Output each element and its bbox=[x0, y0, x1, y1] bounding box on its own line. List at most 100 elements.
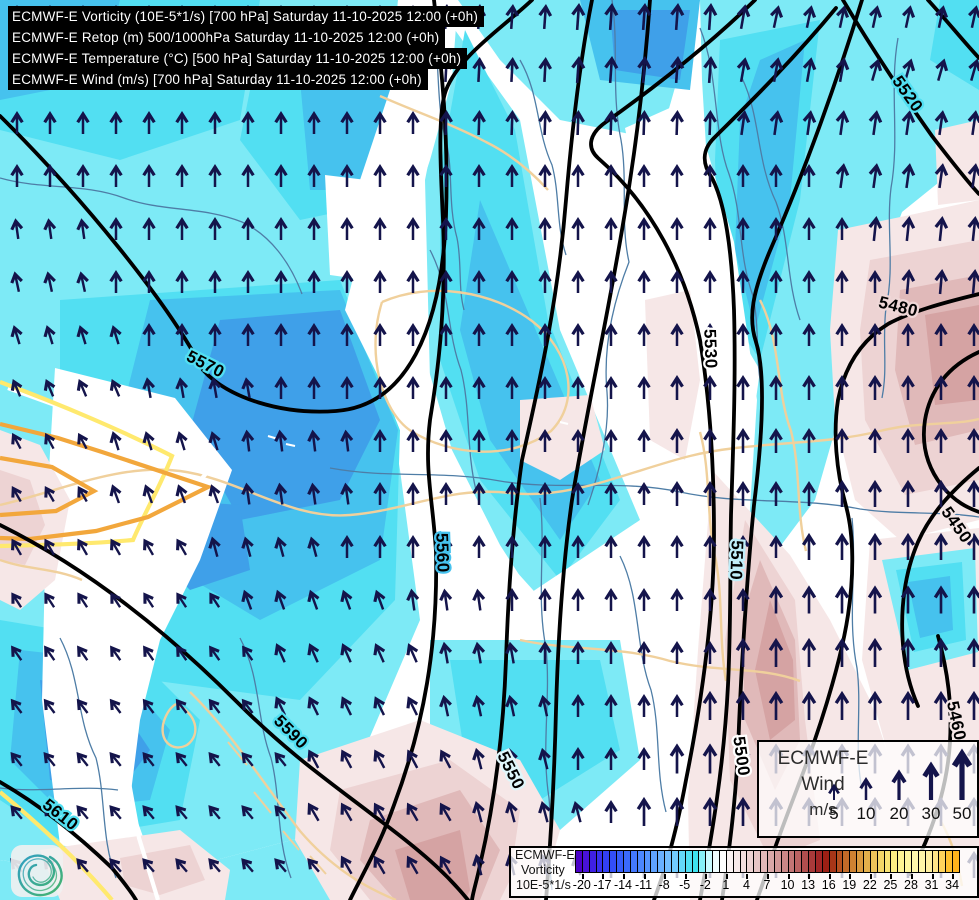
wind-arrow bbox=[176, 538, 188, 556]
wind-arrow bbox=[340, 482, 354, 505]
wind-arrow bbox=[736, 270, 750, 293]
colorbar-tick-label: -11 bbox=[634, 878, 653, 892]
wind-arrow bbox=[76, 378, 89, 397]
wind-arrow bbox=[340, 855, 353, 875]
wind-arrow bbox=[11, 645, 23, 661]
wind-arrow bbox=[835, 217, 849, 240]
colorbar-model: ECMWF-E bbox=[515, 848, 575, 862]
wind-arrow bbox=[274, 429, 288, 452]
colorbar-tick-label: 28 bbox=[904, 878, 918, 892]
wind-arrow bbox=[10, 325, 23, 345]
wind-arrow bbox=[373, 643, 386, 663]
wind-arrow bbox=[274, 270, 288, 293]
wind-arrow bbox=[769, 217, 783, 240]
wind-arrow bbox=[76, 271, 89, 293]
wind-arrow bbox=[76, 805, 89, 820]
wind-arrow bbox=[10, 271, 23, 293]
wind-arrow bbox=[77, 645, 89, 661]
spiral-logo-icon bbox=[11, 845, 63, 897]
wind-arrow bbox=[901, 269, 916, 295]
wind-arrow bbox=[406, 482, 420, 505]
wind-arrow bbox=[736, 480, 750, 506]
wind-arrow bbox=[373, 111, 387, 134]
wind-arrow bbox=[340, 323, 354, 346]
wind-arrow bbox=[208, 751, 221, 767]
wind-arrow bbox=[406, 217, 420, 240]
wind-arrow bbox=[637, 482, 651, 505]
wind-arrow bbox=[142, 431, 155, 451]
wind-arrow bbox=[439, 749, 452, 769]
wind-arrow bbox=[241, 111, 255, 134]
wind-arrow bbox=[505, 429, 519, 452]
wind-arrow bbox=[142, 858, 155, 873]
wind-arrow bbox=[505, 4, 520, 30]
wind-arrow bbox=[769, 374, 783, 400]
vorticity-colorbar: ECMWF-E Vorticity 10E-5*1/s -20 -17 -14 -11… bbox=[509, 846, 979, 898]
wind-arrow bbox=[439, 694, 452, 717]
wind-arrow bbox=[307, 858, 320, 873]
wind-arrow bbox=[934, 216, 949, 242]
wind-arrow bbox=[571, 2, 586, 31]
wind-legend: ECMWF-E Wind m/s 5 10 20 30 50 bbox=[757, 740, 979, 838]
wind-arrow bbox=[76, 164, 90, 187]
wind-arrow bbox=[703, 55, 718, 84]
colorbar-cell bbox=[952, 850, 960, 873]
wind-arrow bbox=[637, 376, 651, 399]
wind-arrow bbox=[11, 538, 23, 556]
wind-arrow bbox=[43, 271, 56, 293]
wind-arrow bbox=[340, 589, 353, 610]
wind-arrow bbox=[241, 698, 254, 714]
wind-arrow bbox=[142, 217, 156, 240]
colorbar-unit: 10E-5*1/s bbox=[516, 878, 571, 892]
contour-value-label: 5510 bbox=[726, 540, 746, 580]
wind-arrow bbox=[406, 749, 419, 769]
wind-arrow bbox=[902, 58, 916, 81]
map-title-line: ECMWF-E Retop (m) 500/1000hPa Saturday 1… bbox=[8, 27, 446, 48]
wind-arrow bbox=[307, 164, 321, 187]
wind-arrow bbox=[604, 429, 618, 452]
wind-arrow bbox=[538, 641, 552, 664]
wind-arrow bbox=[307, 589, 320, 610]
wind-arrow bbox=[669, 796, 685, 826]
wind-arrow bbox=[340, 376, 354, 399]
wind-arrow bbox=[736, 588, 750, 611]
wind-arrow bbox=[967, 216, 979, 242]
wind-arrow bbox=[109, 111, 123, 134]
wind-arrow bbox=[703, 164, 717, 187]
colorbar-tick-label: -20 bbox=[572, 878, 591, 892]
wind-arrow bbox=[76, 698, 89, 714]
wind-arrow bbox=[604, 323, 618, 346]
wind-arrow bbox=[505, 164, 519, 187]
wind-arrow bbox=[802, 217, 816, 240]
wind-arrow bbox=[439, 164, 453, 187]
wind-speed-value: 10 bbox=[856, 804, 876, 823]
wind-arrow bbox=[637, 323, 651, 346]
wind-arrow bbox=[538, 535, 552, 558]
wind-arrow bbox=[439, 855, 452, 875]
wind-arrow bbox=[703, 323, 717, 346]
map-title-block: ECMWF-E Vorticity (10E-5*1/s) [700 hPa] … bbox=[8, 6, 485, 90]
wind-speed-value: 50 bbox=[952, 804, 972, 823]
wind-arrow bbox=[828, 783, 840, 800]
colorbar-tick bbox=[725, 874, 728, 879]
wind-arrow bbox=[10, 805, 23, 820]
wind-arrow bbox=[241, 323, 255, 346]
wind-arrow bbox=[109, 858, 122, 873]
wind-arrow bbox=[571, 482, 585, 505]
wind-arrow bbox=[934, 269, 949, 295]
wind-arrow bbox=[109, 164, 123, 187]
wind-arrow bbox=[670, 480, 684, 506]
wind-arrow bbox=[604, 217, 618, 240]
wind-arrow bbox=[703, 109, 717, 136]
wind-arrow bbox=[274, 696, 287, 716]
wind-arrow bbox=[538, 323, 552, 346]
wind-arrow bbox=[966, 585, 979, 614]
wind-legend-model: ECMWF-E bbox=[777, 748, 869, 769]
wind-arrow bbox=[571, 641, 585, 664]
wind-arrow bbox=[209, 592, 221, 608]
colorbar-tick bbox=[581, 874, 584, 879]
wind-arrow bbox=[735, 690, 751, 720]
wind-arrow bbox=[142, 323, 156, 346]
wind-arrow bbox=[373, 376, 387, 399]
wind-arrow bbox=[307, 270, 321, 293]
